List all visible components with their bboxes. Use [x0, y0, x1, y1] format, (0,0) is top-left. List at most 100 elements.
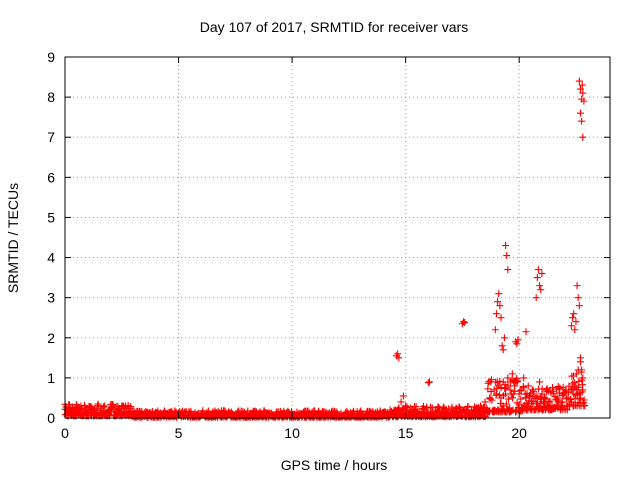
data-point: [504, 266, 512, 274]
data-point: [490, 386, 498, 394]
data-point: [579, 133, 587, 141]
data-point: [492, 390, 500, 398]
data-point: [538, 270, 546, 278]
data-point: [77, 402, 85, 410]
data-point: [533, 274, 541, 282]
data-point: [575, 77, 583, 85]
data-point: [390, 409, 398, 417]
data-point: [578, 81, 586, 89]
data-point: [572, 382, 580, 390]
data-point: [500, 334, 508, 342]
data-point: [537, 286, 545, 294]
data-point: [571, 326, 579, 334]
y-tick-label: 8: [47, 89, 55, 105]
data-point: [573, 282, 581, 290]
data-point: [497, 314, 505, 322]
y-tick-label: 9: [47, 49, 55, 65]
data-point: [302, 410, 310, 418]
data-point: [488, 376, 496, 384]
data-point: [548, 384, 556, 392]
plot-frame: [64, 56, 611, 419]
data-point: [427, 408, 435, 416]
data-point: [522, 328, 530, 336]
data-point: [524, 382, 532, 390]
data-point: [481, 413, 489, 421]
data-point: [503, 252, 511, 260]
data-point: [118, 403, 126, 411]
data-point: [506, 386, 514, 394]
data-point: [576, 354, 584, 362]
data-point: [357, 407, 365, 415]
data-point: [179, 410, 187, 418]
data-point: [581, 401, 589, 409]
data-point: [529, 386, 537, 394]
data-point: [554, 394, 562, 402]
data-point: [91, 405, 99, 413]
data-point: [433, 407, 441, 415]
data-point: [261, 409, 269, 417]
data-point: [322, 411, 330, 419]
data-point: [186, 411, 194, 419]
data-point: [309, 410, 317, 418]
data-point: [86, 403, 94, 411]
data-point: [579, 386, 587, 394]
data-point: [562, 395, 570, 403]
data-point: [467, 406, 475, 414]
x-tick-labels: 0 5 10 15 20: [61, 425, 527, 441]
data-point: [580, 97, 588, 105]
data-point: [496, 377, 504, 385]
data-point: [159, 410, 167, 418]
data-point: [145, 409, 153, 417]
data-point: [545, 398, 553, 406]
data-point: [72, 404, 80, 412]
chart-title: Day 107 of 2017, SRMTID for receiver var…: [200, 19, 468, 35]
data-point: [513, 340, 521, 348]
data-point: [514, 377, 522, 385]
data-point: [213, 410, 221, 418]
data-point: [377, 409, 385, 417]
data-point: [268, 410, 276, 418]
data-point: [205, 407, 213, 415]
data-point: [454, 410, 462, 418]
data-point: [81, 404, 89, 412]
data-point: [395, 404, 403, 412]
data-point: [428, 404, 436, 412]
data-point: [570, 310, 578, 318]
data-point: [165, 408, 173, 416]
data-point: [234, 408, 242, 416]
y-axis-label: SRMTID / TECUs: [5, 183, 21, 293]
data-point: [513, 378, 521, 386]
data-point: [570, 390, 578, 398]
data-point: [399, 392, 407, 400]
data-point: [487, 388, 495, 396]
data-point: [240, 408, 248, 416]
data-point: [131, 409, 139, 417]
data-point: [127, 403, 135, 411]
y-tick-labels: 0 1 2 3 4 5 6 7 8 9: [47, 49, 55, 426]
data-point: [576, 394, 584, 402]
data-point: [412, 403, 420, 411]
data-point: [567, 322, 575, 330]
data-point: [504, 395, 512, 403]
y-tick-label: 5: [47, 209, 55, 225]
x-tick-label: 10: [284, 425, 300, 441]
data-point: [406, 410, 414, 418]
y-tick-label: 7: [47, 129, 55, 145]
data-point: [403, 403, 411, 411]
data-point: [495, 290, 503, 298]
data-point: [200, 411, 208, 419]
data-point: [254, 410, 262, 418]
data-point: [111, 406, 119, 414]
data-point: [514, 336, 522, 344]
y-tick-label: 4: [47, 250, 55, 266]
data-point: [424, 379, 432, 387]
y-tick-label: 1: [47, 370, 55, 386]
data-point: [497, 394, 505, 402]
data-point: [68, 406, 76, 414]
data-point: [549, 390, 557, 398]
data-point: [397, 398, 405, 406]
x-axis-label: GPS time / hours: [281, 457, 388, 473]
x-tick-label: 15: [398, 425, 414, 441]
data-point: [563, 402, 571, 410]
axis-ticks: [64, 56, 610, 419]
